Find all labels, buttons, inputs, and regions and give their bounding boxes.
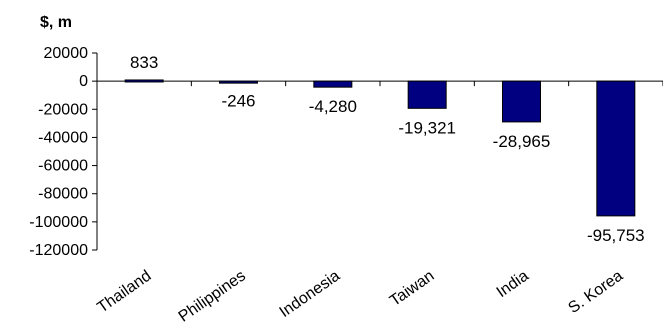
category-label: Thailand [94, 267, 154, 316]
y-tick-label: -20000 [38, 101, 88, 118]
bars [124, 79, 636, 217]
data-labels: 833 -246 -4,280 -19,321 -28,965 -95,753 [130, 53, 645, 245]
data-label: -95,753 [587, 226, 645, 245]
bar [502, 80, 541, 123]
data-label: -19,321 [398, 118, 456, 137]
category-labels: Thailand Philippines Indonesia Taiwan India S… [94, 267, 626, 325]
bar [219, 80, 258, 84]
bar [313, 80, 353, 88]
y-tick-label: -40000 [38, 129, 88, 146]
axes: 20000 0 -20000 -40000 -60000 -80000 -100000 -12… [29, 45, 663, 259]
y-tick-label: -80000 [38, 186, 88, 203]
y-tick-label: -120000 [29, 242, 88, 259]
data-label: 833 [130, 53, 158, 72]
y-tick-label: 0 [79, 73, 88, 90]
y-tick-label: -100000 [29, 214, 88, 231]
category-label: Philippines [176, 267, 249, 325]
y-tick-label: -60000 [38, 158, 88, 175]
category-label: Indonesia [277, 267, 344, 321]
bar [407, 80, 447, 109]
data-label: -4,280 [309, 97, 357, 116]
category-label: S. Korea [565, 267, 626, 317]
y-tick-label: 20000 [44, 45, 89, 62]
bar [596, 80, 636, 217]
y-axis-unit-label: $, m [40, 14, 72, 31]
bar [124, 79, 164, 83]
category-label: Taiwan [387, 267, 438, 309]
category-label: India [494, 267, 532, 301]
data-label: -28,965 [493, 132, 551, 151]
data-label: -246 [221, 91, 255, 110]
